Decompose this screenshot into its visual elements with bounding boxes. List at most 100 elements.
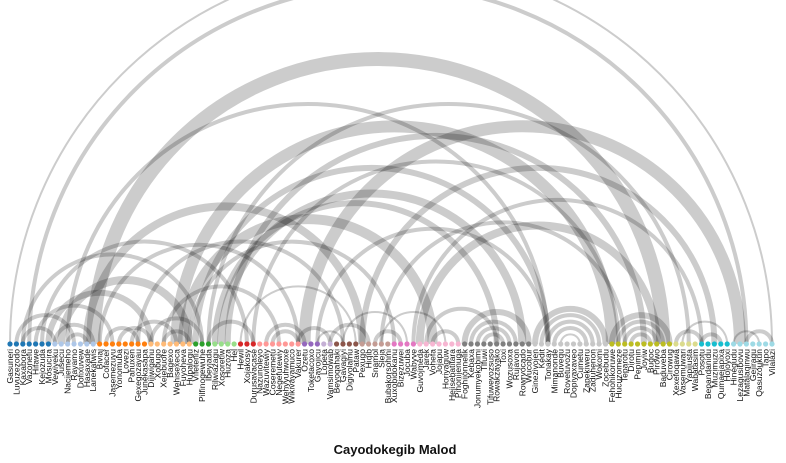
node-Digiyolamu [346, 341, 352, 347]
arc-link-Hucuzomeze-Baduveba [616, 319, 666, 345]
arc-link-Posotu-Qumaejapixa [699, 332, 723, 345]
node-Lanekafwis [90, 341, 96, 347]
node-Lovezi [122, 341, 128, 347]
arc-link-Ozetu-Lezagusibovu [298, 120, 746, 345]
node-Wokomi [596, 341, 602, 347]
node-Zapekiweru [583, 341, 589, 347]
node-Luvuzezodo [13, 341, 20, 347]
node-Wozusoxa [506, 341, 513, 347]
node-Beyoqahaki [333, 341, 340, 347]
arc-link-Vewiyeku-Lanekafwis [52, 322, 96, 345]
node-Jocuba [404, 341, 410, 347]
node-label-Rovetuvozu: Rovetuvozu [562, 349, 572, 394]
node-Xuxobidokanu [391, 341, 397, 347]
node-label-Hel: Hel [229, 349, 239, 362]
arc-link-Huzoza-Joyiw [224, 132, 647, 345]
arc-link-Luvuzezodo-Rayamo [14, 313, 77, 345]
node-label-Tapo: Tapo [761, 349, 771, 368]
node-Ginezivojen [532, 341, 538, 347]
node-Cumetu [577, 341, 583, 347]
arc-link-Vasemuwari-Hojoyoxi [681, 320, 729, 345]
node-label-Matalaqinwu: Matalaqinwu [741, 349, 751, 397]
node-label-Jarek: Jarek [421, 348, 431, 370]
node-label-Gayojicu: Gayojicu [312, 349, 322, 382]
node-label-Ibeyjada: Ibeyjada [204, 349, 214, 381]
arc-link-Vazonefu-Matalaqinwu [27, 0, 749, 345]
arc-link-Wehisexeca-Fehohikoruwe [170, 120, 618, 345]
node-Pirowo [654, 341, 660, 347]
arc-link-Xexefoqawa-Posotu [673, 329, 704, 345]
arc-link-Biviaj-Vakurer [97, 242, 301, 345]
arc-link-Coseremetu-Vakurer [270, 329, 301, 345]
node-Biviaj [97, 341, 103, 347]
node-Matalaqinwu [743, 341, 749, 347]
node-Wikivayamuco [289, 341, 295, 347]
arc-link-Tlfuwi-Toxi [481, 332, 506, 345]
node-label-Vasemuwari: Vasemuwari [677, 349, 687, 395]
arc-link-Guvojmeda-Pirowo [415, 221, 661, 345]
node-Qumaejapixa [718, 341, 724, 347]
node-label-Zaduhenon: Zaduhenon [588, 349, 598, 392]
node-Gexegozayau [135, 341, 141, 347]
node-Xobugo [154, 341, 160, 347]
node-label-Tonakay: Tonakay [543, 348, 553, 380]
node-label-Vewiyeku: Vewiyeku [50, 349, 60, 385]
node-Dopiyaxaveo [570, 341, 577, 347]
node-label-Luvuzezodo: Luvuzezodo [11, 349, 21, 395]
node-label-Jusecu: Jusecu [56, 349, 66, 376]
node-label-Nacijemeho: Nacijemeho [63, 349, 73, 394]
node-label-Jocuba: Jocuba [402, 349, 412, 377]
node-label-Rowakzayako: Rowakzayako [492, 349, 502, 402]
node-Rayamo [71, 341, 77, 347]
node-Xosoretiw [218, 341, 224, 347]
node-label-Gexegozayau: Gexegozayau [133, 349, 143, 402]
node-label-Lopeta: Lopeta [319, 349, 329, 375]
node-Bepandanidu [705, 341, 711, 347]
node-label-Hiqib: Hiqib [364, 349, 374, 369]
arc-link-Vohefa-Pinonijenuga [430, 329, 461, 345]
node-Tifuwevozsuso [487, 341, 493, 347]
node-Hiqib [365, 341, 372, 347]
node-Teparotu [622, 341, 628, 347]
arc-link-Durusavacase-Hucuzomeze [251, 160, 621, 345]
node-Negefutewiy [276, 341, 282, 347]
node-label-Nazunoleyo: Nazunoleyo [255, 349, 265, 394]
arc-link-Hifawe-Jasemezuyu [33, 303, 115, 345]
node-label-Biviaj: Biviaj [95, 349, 105, 369]
node-label-Guvojmeda: Guvojmeda [415, 349, 425, 393]
node-Jojapu [436, 341, 442, 347]
node-label-Hasaxade: Hasaxade [82, 349, 92, 388]
node-Rovetuvozu [564, 341, 570, 347]
arc-link-Mosucira-Dijiwiganu [45, 289, 154, 345]
node-Wabatasim [692, 341, 698, 347]
node-label-Xobugo: Xobugo [152, 349, 162, 379]
arc-link-Nacijemeho-Hasaxade [65, 332, 89, 345]
node-label-Wokomi: Wokomi [594, 349, 604, 380]
node-Bugoc [647, 341, 653, 347]
node-label-Vakurer: Vakurer [293, 349, 303, 378]
node-label-Xejebuore: Xejebuore [159, 349, 169, 388]
node-label-Rujavon: Rujavon [511, 349, 521, 380]
node-Rowakzayako [494, 341, 500, 347]
node-label-Pexugo: Pexugo [357, 349, 367, 378]
node-Pahuxen [129, 341, 135, 347]
node-Vasemuwari [679, 341, 685, 347]
node-Wehisexeca [173, 341, 180, 347]
node-label-Sleja: Sleja [376, 349, 386, 368]
node-label-Teparotu: Teparotu [620, 349, 630, 382]
node-Kedit [538, 341, 545, 347]
node-label-Dijiwiganu: Dijiwiganu [146, 349, 156, 388]
node-label-Bepandanidu: Bepandanidu [703, 349, 713, 399]
node-Hucuzomeze [615, 341, 621, 347]
node-label-Lovezi: Lovezi [120, 349, 130, 374]
node-Rilwiazagu [212, 341, 218, 347]
arc-link-Vamsimowab-Hiqib [328, 322, 371, 345]
node-Ozetu [301, 341, 308, 347]
node-label-Rayamo: Rayamo [69, 349, 79, 381]
arc-link-Dirotu-Bugoc [629, 332, 653, 345]
node-label-Qumaejapixa: Qumaejapixa [716, 349, 726, 399]
node-Hifawe [33, 341, 39, 347]
node-Foghijonnelik [462, 341, 468, 347]
node-label-Dopiyaxaveo: Dopiyaxaveo [568, 349, 578, 398]
arc-link-Hasaxade-Pexugo [82, 202, 367, 345]
